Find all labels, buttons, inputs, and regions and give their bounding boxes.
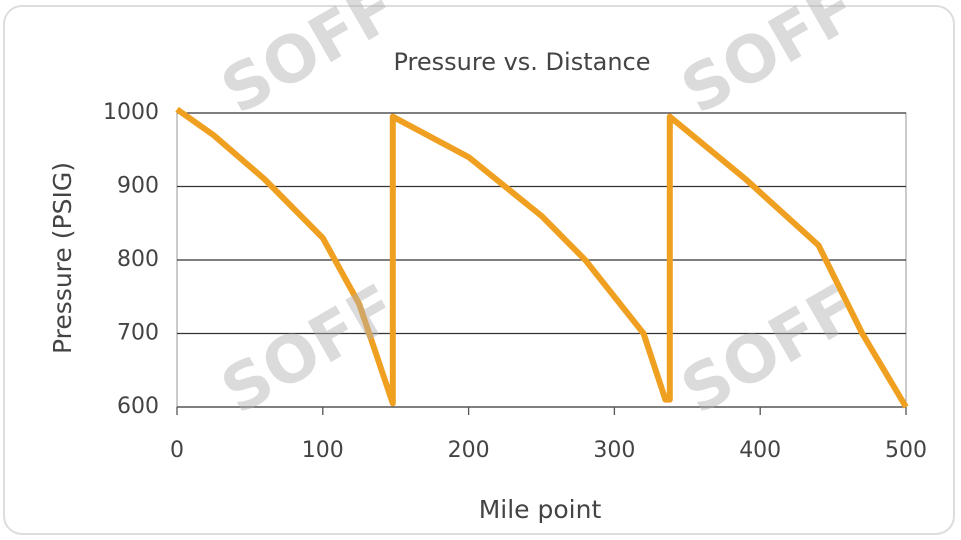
y-tick-label: 1000 (103, 100, 159, 125)
x-tick-label: 0 (170, 438, 184, 463)
y-tick-label: 600 (117, 394, 159, 419)
x-tick-label: 500 (885, 438, 927, 463)
x-tick-label: 400 (739, 438, 781, 463)
x-tick-label: 300 (593, 438, 635, 463)
x-tick-label: 100 (302, 438, 344, 463)
slide-frame (3, 5, 955, 535)
y-axis-label: Pressure (PSIG) (48, 162, 77, 354)
y-tick-label: 900 (117, 174, 159, 199)
y-tick-label: 800 (117, 247, 159, 272)
x-tick-label: 200 (448, 438, 490, 463)
y-tick-label: 700 (117, 321, 159, 346)
x-axis-label: Mile point (479, 495, 602, 524)
line-series (175, 106, 909, 409)
chart-title: Pressure vs. Distance (393, 48, 650, 76)
